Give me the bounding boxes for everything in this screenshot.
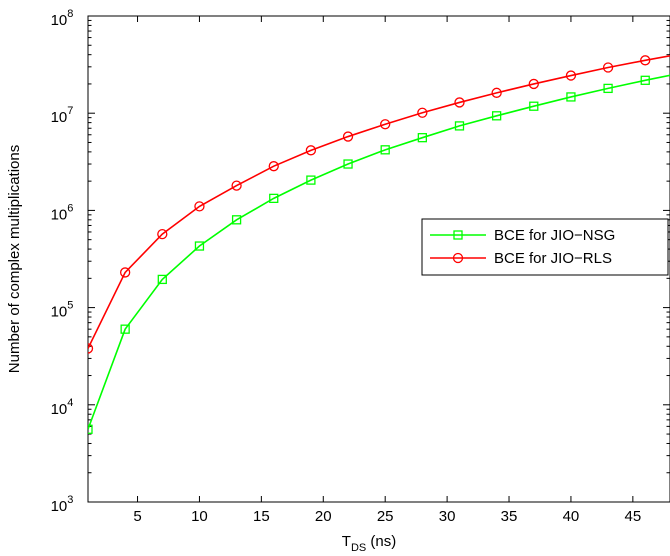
series-1 [88, 74, 670, 434]
x-tick-label: 35 [501, 508, 518, 525]
data-point [454, 121, 465, 131]
y-tick-label: 107 [51, 105, 74, 126]
x-axis-label: TDS (ns) [342, 533, 396, 554]
y-tick-label: 103 [51, 494, 74, 515]
y-tick-label: 104 [51, 397, 74, 418]
data-point [491, 87, 502, 98]
data-point [88, 424, 93, 434]
data-point [231, 215, 242, 225]
legend-item-2: BCE for JIO−RLS [430, 250, 612, 267]
data-point [88, 343, 94, 354]
data-point [157, 228, 168, 240]
y-tick-label: 106 [51, 202, 74, 223]
x-tick-label: 40 [563, 508, 580, 525]
data-point [268, 161, 279, 172]
data-point [157, 274, 167, 285]
x-tick-label: 10 [191, 508, 208, 525]
legend-marker [452, 252, 464, 264]
data-point [194, 201, 205, 212]
data-point [602, 62, 614, 73]
ticks [88, 15, 670, 503]
data-point [529, 101, 539, 111]
legend-label: BCE for JIO−RLS [494, 250, 612, 267]
series-2 [88, 55, 670, 354]
data-point [231, 180, 242, 191]
data-point [566, 92, 576, 102]
data-point [640, 55, 651, 66]
legend-box [421, 218, 669, 276]
y-axis-label: Number of complex multiplications [6, 145, 23, 373]
data-point [342, 131, 354, 142]
x-tick-label: 25 [377, 508, 394, 525]
y-tick-label: 108 [51, 8, 74, 29]
data-point [491, 111, 502, 121]
y-tick-label: 105 [51, 300, 74, 321]
data-point [603, 83, 613, 94]
data-point [454, 97, 465, 108]
x-tick-label: 15 [253, 508, 270, 525]
data-point [306, 175, 316, 185]
axis-labels: 5 10 15 20 25 30 35 40 45 103 104 105 106 107 108 TDS (… [6, 8, 641, 554]
series-line [88, 74, 670, 430]
data-point [305, 145, 317, 156]
data-point [119, 267, 131, 278]
data-point [528, 78, 539, 90]
series-line [88, 55, 670, 349]
data-point [269, 193, 279, 204]
data-point [120, 324, 130, 334]
data-point [417, 133, 427, 143]
legend-marker [453, 230, 463, 240]
legend-item-1: BCE for JIO−NSG [430, 227, 615, 244]
data-point [380, 119, 391, 130]
legend: BCE for JIO−NSG BCE for JIO−RLS [421, 218, 669, 276]
data-point [565, 70, 577, 81]
x-tick-label: 45 [625, 508, 642, 525]
data-point [417, 107, 428, 118]
x-tick-label: 5 [133, 508, 141, 525]
data-point [194, 241, 205, 251]
x-tick-label: 30 [439, 508, 456, 525]
data-point [640, 75, 650, 85]
legend-label: BCE for JIO−NSG [494, 227, 615, 244]
x-tick-label: 20 [315, 508, 332, 525]
data-point [343, 159, 353, 169]
data-point [380, 145, 390, 155]
series-layer [88, 55, 670, 434]
